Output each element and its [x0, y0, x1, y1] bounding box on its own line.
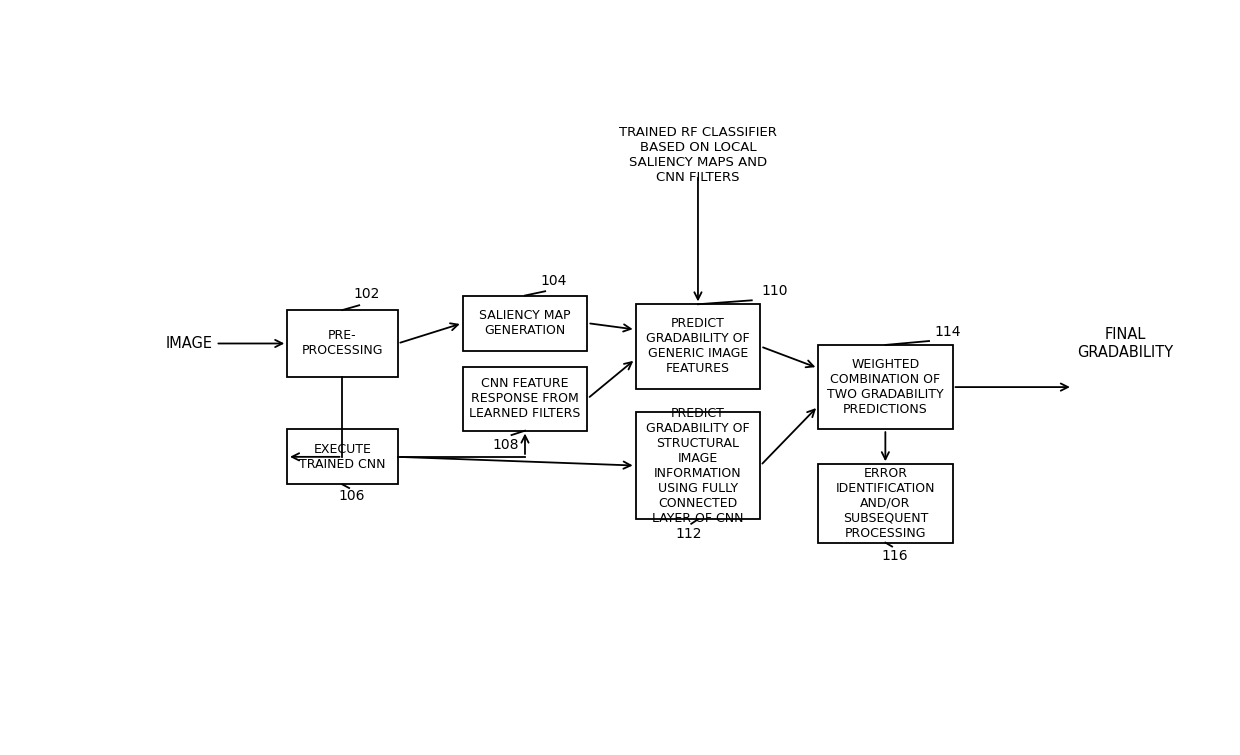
Text: 102: 102 — [353, 287, 379, 301]
Text: PREDICT
GRADABILITY OF
STRUCTURAL
IMAGE
INFORMATION
USING FULLY
CONNECTED
LAYER : PREDICT GRADABILITY OF STRUCTURAL IMAGE … — [646, 407, 750, 525]
Text: TRAINED RF CLASSIFIER
BASED ON LOCAL
SALIENCY MAPS AND
CNN FILTERS: TRAINED RF CLASSIFIER BASED ON LOCAL SAL… — [619, 125, 777, 183]
Text: EXECUTE
TRAINED CNN: EXECUTE TRAINED CNN — [299, 443, 386, 471]
Text: 112: 112 — [675, 527, 702, 541]
Text: 106: 106 — [339, 489, 366, 504]
Bar — [635, 304, 760, 389]
Text: PRE-
PROCESSING: PRE- PROCESSING — [301, 329, 383, 357]
Text: 108: 108 — [492, 438, 520, 452]
Bar — [818, 464, 952, 543]
Text: WEIGHTED
COMBINATION OF
TWO GRADABILITY
PREDICTIONS: WEIGHTED COMBINATION OF TWO GRADABILITY … — [827, 358, 944, 416]
Text: IMAGE: IMAGE — [166, 336, 213, 351]
Text: FINAL
GRADABILITY: FINAL GRADABILITY — [1078, 327, 1174, 359]
Text: PREDICT
GRADABILITY OF
GENERIC IMAGE
FEATURES: PREDICT GRADABILITY OF GENERIC IMAGE FEA… — [646, 317, 750, 375]
Text: 116: 116 — [882, 549, 908, 562]
Text: CNN FEATURE
RESPONSE FROM
LEARNED FILTERS: CNN FEATURE RESPONSE FROM LEARNED FILTER… — [469, 378, 580, 421]
Text: SALIENCY MAP
GENERATION: SALIENCY MAP GENERATION — [479, 309, 570, 337]
Bar — [288, 430, 398, 485]
Bar — [463, 295, 588, 351]
Text: 104: 104 — [541, 274, 567, 288]
Text: 114: 114 — [935, 325, 961, 339]
Bar — [288, 310, 398, 377]
Text: ERROR
IDENTIFICATION
AND/OR
SUBSEQUENT
PROCESSING: ERROR IDENTIFICATION AND/OR SUBSEQUENT P… — [836, 467, 935, 540]
Bar — [635, 411, 760, 519]
Text: 110: 110 — [761, 284, 789, 298]
Bar — [818, 345, 952, 430]
Bar — [463, 367, 588, 430]
